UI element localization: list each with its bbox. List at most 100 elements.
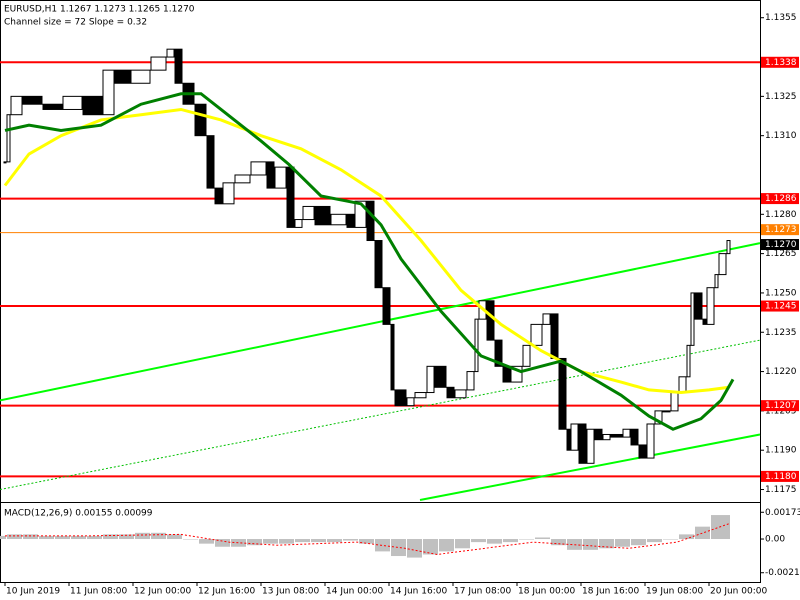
macd-bar xyxy=(519,539,534,540)
macd-bar xyxy=(183,539,198,540)
macd-bar xyxy=(487,539,502,544)
chart-title: EURUSD,H1 1.1267 1.1273 1.1265 1.1270 xyxy=(4,5,195,15)
chart-subtitle: Channel size = 72 Slope = 0.32 xyxy=(4,18,147,28)
macd-bar xyxy=(87,535,102,540)
macd-bar xyxy=(439,539,454,552)
candle xyxy=(578,423,587,464)
x-tick-label: 18 Jun 16:00 xyxy=(582,587,639,597)
y-tick-label: 0.00 xyxy=(765,535,785,545)
candle xyxy=(466,371,475,391)
macd-bar xyxy=(631,539,646,546)
macd-bar xyxy=(263,539,278,544)
candle xyxy=(266,161,275,189)
candle xyxy=(234,174,251,184)
candle xyxy=(302,205,315,221)
x-tick-label: 14 Jun 16:00 xyxy=(390,587,447,597)
candle xyxy=(702,318,707,325)
macd-bar xyxy=(679,534,694,540)
x-tick-label: 20 Jun 00:00 xyxy=(710,587,767,597)
candle xyxy=(718,253,727,276)
candle xyxy=(222,182,235,205)
y-tick-label: 1.1265 xyxy=(765,249,797,259)
macd-bar xyxy=(247,539,262,546)
channel-line xyxy=(0,242,761,402)
y-tick-label: 1.1175 xyxy=(765,485,797,495)
candle xyxy=(670,392,679,412)
candle xyxy=(414,392,427,399)
candle xyxy=(3,161,7,164)
macd-bar xyxy=(39,535,54,540)
x-tick-label: 12 Jun 16:00 xyxy=(198,587,255,597)
y-tick-label: 0.00173 xyxy=(765,508,800,518)
x-tick-label: 17 Jun 08:00 xyxy=(454,587,511,597)
macd-bar xyxy=(423,539,438,555)
ask-label-box xyxy=(761,224,799,236)
level-label: 1.1286 xyxy=(765,194,797,204)
candle xyxy=(542,313,551,325)
level-label: 1.1338 xyxy=(765,58,797,68)
candle xyxy=(354,200,367,228)
candle xyxy=(314,205,331,226)
candle xyxy=(690,292,695,346)
candle xyxy=(286,166,295,228)
macd-bar xyxy=(551,539,566,546)
candle xyxy=(586,428,595,464)
macd-bar xyxy=(535,537,550,540)
macd-bar xyxy=(615,539,630,547)
y-tick-label: 1.1205 xyxy=(765,406,797,416)
candle xyxy=(630,428,639,446)
candle xyxy=(558,357,567,430)
macd-bar xyxy=(119,534,134,540)
channel-line xyxy=(419,433,761,501)
level-label-box xyxy=(761,56,799,68)
x-tick-label: 12 Jun 00:00 xyxy=(134,587,191,597)
candle xyxy=(42,103,63,110)
candle xyxy=(694,292,703,320)
candle xyxy=(102,69,115,116)
y-tick-label: 1.1325 xyxy=(765,92,797,102)
last-price-label-box xyxy=(761,239,799,251)
candle xyxy=(654,410,663,425)
candle xyxy=(530,323,543,346)
candle xyxy=(390,323,395,391)
level-label: 1.1180 xyxy=(765,472,797,482)
macd-bar xyxy=(199,539,214,544)
candle xyxy=(382,287,391,325)
candle xyxy=(662,410,671,413)
macd-title: MACD(12,26,9) 0.00155 0.00099 xyxy=(4,509,153,519)
y-tick-label: 1.1235 xyxy=(765,328,797,338)
candle xyxy=(726,240,731,255)
macd-bar xyxy=(583,539,598,550)
y-tick-label: -0.00218 xyxy=(765,568,800,578)
macd-bar xyxy=(407,539,422,558)
candle xyxy=(130,69,151,84)
candle xyxy=(346,213,355,228)
candle xyxy=(594,428,603,441)
level-label: 1.1245 xyxy=(765,302,797,312)
candle xyxy=(10,95,23,116)
macd-bar xyxy=(471,539,486,543)
candle xyxy=(150,56,167,71)
level-label-box xyxy=(761,300,799,312)
candle xyxy=(474,318,479,373)
macd-bar xyxy=(295,539,310,543)
plot-area xyxy=(0,48,761,558)
level-label-box xyxy=(761,193,799,205)
candle xyxy=(566,428,571,451)
candle xyxy=(22,95,43,105)
candle xyxy=(294,219,303,228)
candle xyxy=(454,389,467,399)
level-label-box xyxy=(761,470,799,482)
macd-bar xyxy=(343,539,358,541)
candle xyxy=(706,287,715,325)
y-tick-label: 1.1190 xyxy=(765,446,797,456)
candle xyxy=(550,313,559,359)
candle xyxy=(646,423,655,459)
macd-bar xyxy=(71,535,86,540)
y-tick-label: 1.1310 xyxy=(765,131,797,141)
candle xyxy=(62,95,83,110)
channel-line xyxy=(0,339,761,491)
x-tick-label: 14 Jun 00:00 xyxy=(326,587,383,597)
